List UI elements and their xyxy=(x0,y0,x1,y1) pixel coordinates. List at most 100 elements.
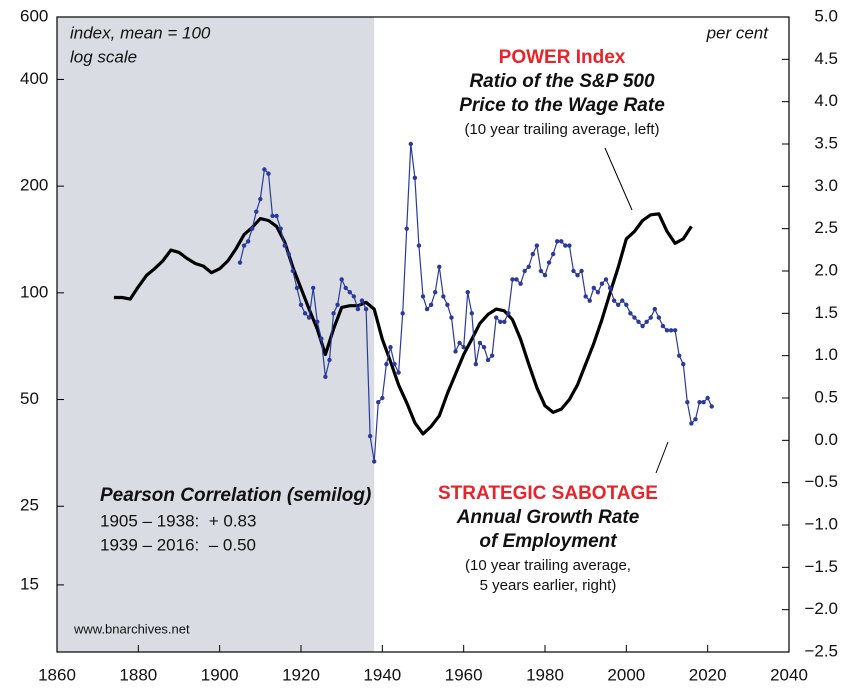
point xyxy=(473,361,479,367)
x-tick-label: 1980 xyxy=(526,665,564,684)
point xyxy=(392,361,397,367)
point xyxy=(628,311,633,316)
point xyxy=(388,345,393,350)
point xyxy=(681,361,686,367)
point xyxy=(400,311,405,316)
series-subtitle: Price to the Wage Rate xyxy=(459,95,665,116)
point xyxy=(237,260,243,265)
point xyxy=(494,315,499,320)
x-tick-label: 1920 xyxy=(282,665,320,684)
point xyxy=(546,260,552,265)
point xyxy=(469,311,474,316)
correlation-line: 1939 – 2016: – 0.50 xyxy=(100,535,256,554)
y2-tick-label: 1.0 xyxy=(814,345,838,364)
x-tick-label: 1880 xyxy=(119,665,157,684)
point xyxy=(538,268,544,274)
point xyxy=(481,345,487,350)
left-axis-label: log scale xyxy=(70,47,137,66)
y2-tick-label: −2.5 xyxy=(804,641,838,660)
point xyxy=(502,319,507,324)
series-note: 5 years earlier, right) xyxy=(480,577,617,594)
point xyxy=(408,141,413,147)
point xyxy=(274,213,279,219)
point xyxy=(701,400,706,405)
y2-tick-label: −2.0 xyxy=(804,599,838,618)
x-tick-label: 1960 xyxy=(445,665,483,684)
point xyxy=(571,268,576,274)
y2-tick-label: 2.5 xyxy=(814,218,838,237)
point xyxy=(306,315,312,320)
point xyxy=(331,311,336,316)
point xyxy=(514,277,519,282)
point xyxy=(591,285,596,291)
point xyxy=(579,268,584,274)
point xyxy=(587,298,592,303)
point xyxy=(457,340,462,346)
point xyxy=(526,264,531,269)
point xyxy=(428,302,434,308)
point xyxy=(652,306,657,312)
point xyxy=(611,298,617,303)
point xyxy=(351,294,357,299)
y2-tick-label: 4.0 xyxy=(814,91,838,110)
point xyxy=(262,167,267,172)
point xyxy=(636,319,641,324)
point xyxy=(294,285,300,291)
point xyxy=(672,328,678,333)
series-note: (10 year trailing average, xyxy=(465,557,631,574)
point xyxy=(298,302,304,308)
point xyxy=(245,239,251,244)
point xyxy=(339,277,344,282)
pointer xyxy=(655,441,669,474)
point xyxy=(550,251,556,257)
shaded-period xyxy=(57,17,375,652)
point xyxy=(567,243,572,248)
point xyxy=(583,294,588,299)
point xyxy=(363,306,369,312)
point xyxy=(343,285,348,291)
point xyxy=(530,251,535,257)
y2-tick-label: 0.0 xyxy=(814,430,838,449)
point xyxy=(534,243,540,248)
point xyxy=(522,268,527,274)
y2-tick-label: 3.0 xyxy=(814,176,838,195)
point xyxy=(477,340,483,346)
y2-tick-label: −1.0 xyxy=(804,514,838,533)
point xyxy=(315,319,320,324)
series-name: STRATEGIC SABOTAGE xyxy=(438,483,658,504)
point xyxy=(685,400,690,405)
plot-frame xyxy=(56,16,790,653)
point xyxy=(449,315,454,320)
point xyxy=(433,289,438,295)
point xyxy=(437,264,442,269)
point xyxy=(367,433,373,439)
y-tick-label: 15 xyxy=(20,574,39,593)
right-axis-label: per cent xyxy=(706,23,770,42)
point xyxy=(453,349,458,354)
x-tick-label: 1940 xyxy=(363,665,401,684)
point xyxy=(555,239,560,244)
series-note: (10 year trailing average, left) xyxy=(464,121,659,138)
series-line xyxy=(113,212,693,436)
point xyxy=(258,196,263,202)
point xyxy=(465,289,470,295)
left-axis-label: index, mean = 100 xyxy=(70,23,211,42)
point xyxy=(624,302,629,308)
point xyxy=(355,306,361,312)
point xyxy=(640,323,645,329)
y2-tick-label: 1.5 xyxy=(814,303,838,322)
y2-tick-label: 4.5 xyxy=(814,49,838,68)
point xyxy=(660,323,666,329)
point xyxy=(254,209,259,214)
y2-tick-label: 5.0 xyxy=(814,6,838,25)
point xyxy=(603,277,609,282)
point xyxy=(648,315,653,320)
y2-tick-label: 2.0 xyxy=(814,260,838,279)
point xyxy=(327,357,332,363)
point xyxy=(689,421,694,426)
point xyxy=(424,306,430,312)
y2-tick-label: 3.5 xyxy=(814,133,838,152)
point xyxy=(705,395,710,401)
point xyxy=(599,281,605,286)
